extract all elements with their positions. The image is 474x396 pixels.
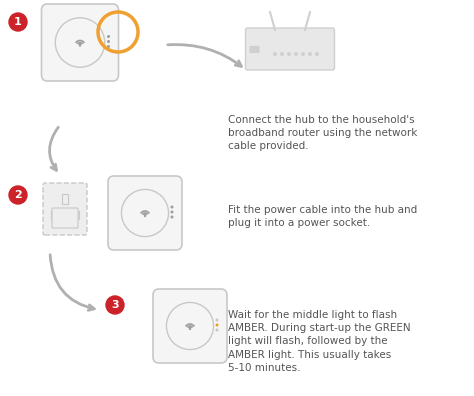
Circle shape (294, 52, 298, 56)
Circle shape (216, 329, 219, 331)
FancyBboxPatch shape (108, 176, 182, 250)
Circle shape (107, 40, 110, 43)
FancyBboxPatch shape (246, 28, 335, 70)
Circle shape (171, 206, 173, 209)
Circle shape (171, 211, 173, 213)
Text: Fit the power cable into the hub and
plug it into a power socket.: Fit the power cable into the hub and plu… (228, 205, 417, 228)
FancyBboxPatch shape (153, 289, 227, 363)
Circle shape (79, 44, 81, 47)
Circle shape (315, 52, 319, 56)
Text: 1: 1 (14, 17, 22, 27)
Circle shape (171, 215, 173, 219)
Circle shape (216, 324, 219, 326)
Circle shape (9, 186, 27, 204)
FancyBboxPatch shape (250, 46, 259, 53)
Circle shape (107, 45, 110, 48)
FancyBboxPatch shape (52, 208, 78, 228)
Circle shape (55, 18, 105, 67)
Circle shape (301, 52, 305, 56)
Circle shape (144, 215, 146, 217)
FancyBboxPatch shape (42, 4, 118, 81)
Circle shape (166, 303, 214, 350)
Text: 2: 2 (14, 190, 22, 200)
Circle shape (273, 52, 277, 56)
Circle shape (287, 52, 291, 56)
Circle shape (106, 296, 124, 314)
Circle shape (308, 52, 312, 56)
Circle shape (189, 328, 191, 330)
Text: Connect the hub to the household's
broadband router using the network
cable prov: Connect the hub to the household's broad… (228, 115, 418, 151)
FancyBboxPatch shape (43, 183, 87, 235)
FancyBboxPatch shape (51, 211, 57, 219)
FancyBboxPatch shape (62, 194, 68, 204)
FancyBboxPatch shape (73, 211, 79, 219)
Text: Wait for the middle light to flash
AMBER. During start-up the GREEN
light will f: Wait for the middle light to flash AMBER… (228, 310, 410, 373)
Text: 3: 3 (111, 300, 119, 310)
Circle shape (216, 318, 219, 322)
Circle shape (121, 189, 169, 236)
Circle shape (280, 52, 284, 56)
Circle shape (9, 13, 27, 31)
Circle shape (107, 35, 110, 38)
